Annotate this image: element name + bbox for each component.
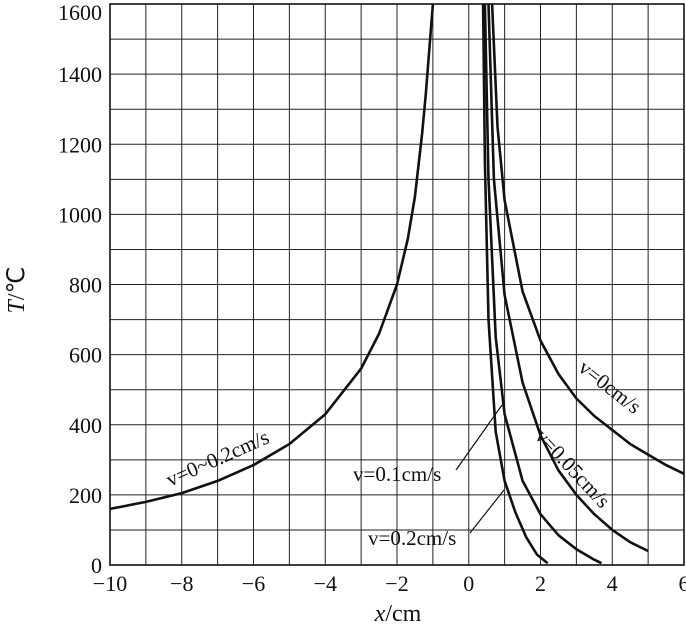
y-tick-label: 400 <box>69 413 102 438</box>
series-label-v005: v=0.05cm/s <box>530 424 615 513</box>
series-label-v01: v=0.1cm/s <box>353 462 441 486</box>
series-line <box>487 3 649 553</box>
leader-line-v01 <box>455 404 503 471</box>
curves <box>109 3 685 565</box>
x-tick-label: 2 <box>535 571 546 596</box>
x-tick-label: 4 <box>607 571 618 596</box>
y-tick-label: 0 <box>91 553 102 578</box>
y-axis-var: T <box>4 298 30 313</box>
y-tick-label: 600 <box>69 343 102 368</box>
y-tick-label: 1600 <box>58 0 102 25</box>
series-line <box>483 3 603 565</box>
x-axis-title: x/cm <box>374 601 422 627</box>
series-label-v02: v=0.2cm/s <box>368 526 456 550</box>
x-tick-label: −6 <box>242 571 265 596</box>
x-tick-label: −10 <box>93 571 127 596</box>
y-tick-labels: 0 200 400 600 800 1000 1200 1400 1600 <box>58 0 102 578</box>
y-axis-unit: /℃ <box>4 267 30 301</box>
x-tick-label: 6 <box>679 571 686 596</box>
x-tick-label: −8 <box>170 571 193 596</box>
leader-line-v02 <box>469 489 505 534</box>
y-tick-label: 800 <box>69 273 102 298</box>
series-line <box>481 3 549 565</box>
y-tick-label: 1000 <box>58 202 102 227</box>
y-tick-label: 1400 <box>58 62 102 87</box>
y-axis-title: T/℃ <box>4 267 30 314</box>
y-tick-label: 1200 <box>58 132 102 157</box>
x-tick-labels: −10 −8 −6 −4 −2 0 2 4 6 <box>93 571 686 596</box>
x-axis-unit: /cm <box>385 601 421 627</box>
series-label-v0: v=0cm/s <box>574 355 646 419</box>
x-tick-label: −4 <box>314 571 337 596</box>
x-tick-label: −2 <box>385 571 408 596</box>
x-axis-var: x <box>374 601 386 627</box>
plot-frame <box>109 3 685 566</box>
x-tick-label: 0 <box>463 571 474 596</box>
y-tick-label: 200 <box>69 483 102 508</box>
series-line <box>109 3 435 511</box>
series-line <box>490 3 685 475</box>
